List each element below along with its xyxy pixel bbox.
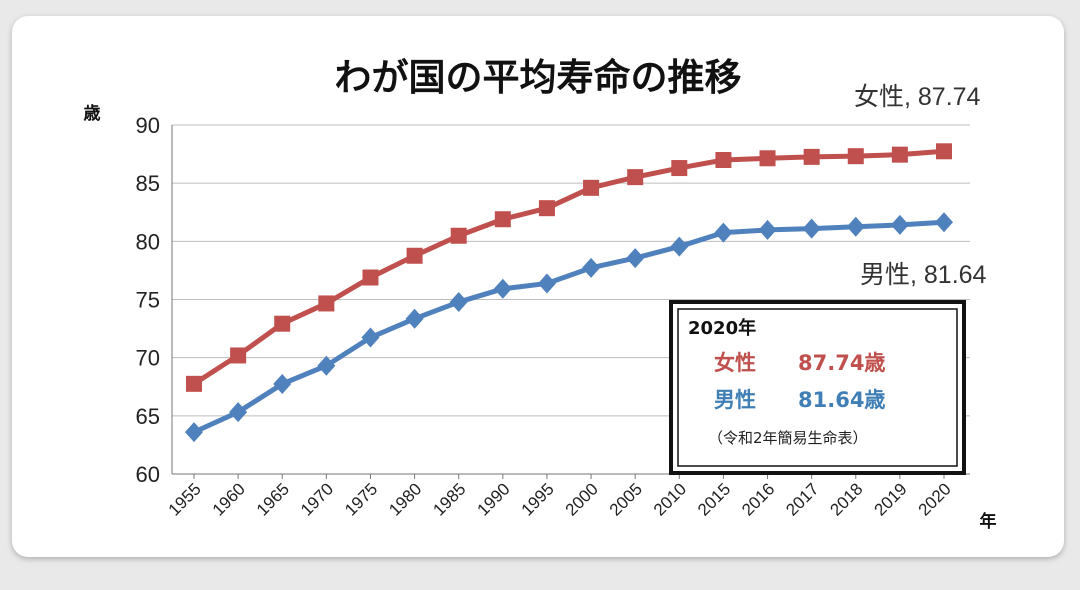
female-point [230,347,247,364]
chart-card: わが国の平均寿命の推移 歳 年 60 65 70 75 80 85 90 1955 1960 1… [12,16,1064,557]
x-tick-label: 1990 [473,479,513,519]
chart-title: わが国の平均寿命の推移 [335,56,742,99]
male-point [361,327,380,348]
x-tick-label: 2000 [562,479,602,519]
male-point [626,248,645,269]
x-tick-label: 2017 [782,479,822,519]
female-point [715,152,732,169]
y-tick-label: 60 [136,462,160,487]
y-tick-label: 70 [136,346,160,371]
female-point [671,160,688,177]
x-tick-label: 1955 [165,479,205,519]
female-point [186,375,202,392]
x-tick-label: 1995 [518,479,558,519]
summary-male-value: 81.64歳 [798,388,885,412]
male-point [449,292,468,313]
x-tick-label: 1975 [341,479,381,519]
x-tick-label: 1980 [385,479,425,519]
x-ticks: 1955 1960 1965 1970 1975 1980 1985 1990 1995 2000… [165,474,955,520]
summary-year: 2020年 [688,317,756,339]
male-point [802,218,821,239]
summary-female-value: 87.74歳 [798,351,885,375]
male-end-label: 男性, 81.64 [860,261,987,289]
female-point [583,179,600,196]
summary-box-outer [669,300,966,475]
female-point [362,269,379,286]
x-tick-label: 2020 [915,479,955,519]
x-tick-label: 1985 [429,479,469,519]
female-point [494,211,511,228]
summary-male-label: 男性 [714,388,756,412]
female-point [891,146,908,163]
summary-female-label: 女性 [714,351,756,375]
x-tick-label: 2005 [606,479,646,519]
x-tick-label: 2019 [871,479,911,519]
female-end-label: 女性, 87.74 [854,83,981,111]
female-point [318,295,335,312]
male-point [670,236,689,257]
summary-box: 2020年 女性 87.74歳 男性 81.64歳 （令和2年簡易生命表） [669,300,966,475]
female-point [538,200,555,217]
female-point [627,169,644,186]
summary-source: （令和2年簡易生命表） [708,429,868,447]
y-tick-label: 80 [136,229,160,254]
y-tick-label: 65 [136,404,160,429]
x-tick-label: 1960 [209,479,249,519]
female-point [274,315,291,332]
male-point [582,257,601,278]
male-point [758,219,777,240]
y-ticks: 60 65 70 75 80 85 90 [136,113,160,487]
summary-box-inner [677,308,958,467]
series-group [185,143,953,443]
male-point [846,216,865,237]
female-point [936,143,952,160]
female-point [450,227,467,244]
male-point [185,422,203,443]
x-axis-label: 年 [980,511,997,532]
male-point [493,278,512,299]
female-point [406,247,423,264]
x-tick-label: 1970 [297,479,337,519]
y-axis-label: 歳 [84,103,101,124]
gridlines [171,124,970,475]
x-tick-label: 2015 [694,479,734,519]
y-tick-label: 90 [136,113,160,138]
male-point [935,212,953,233]
x-tick-label: 2016 [738,479,778,519]
x-tick-label: 1965 [253,479,293,519]
female-point [759,150,776,167]
y-tick-label: 75 [136,288,160,313]
male-point [317,355,336,376]
male-point [273,373,292,394]
y-tick-label: 85 [136,171,160,196]
male-point [229,402,248,423]
x-tick-label: 2010 [650,479,690,519]
male-point [537,273,556,294]
male-point [890,214,909,235]
x-tick-label: 2018 [826,479,866,519]
male-point [405,308,424,329]
female-point [803,148,820,165]
female-point [847,148,864,165]
male-point [714,222,733,243]
